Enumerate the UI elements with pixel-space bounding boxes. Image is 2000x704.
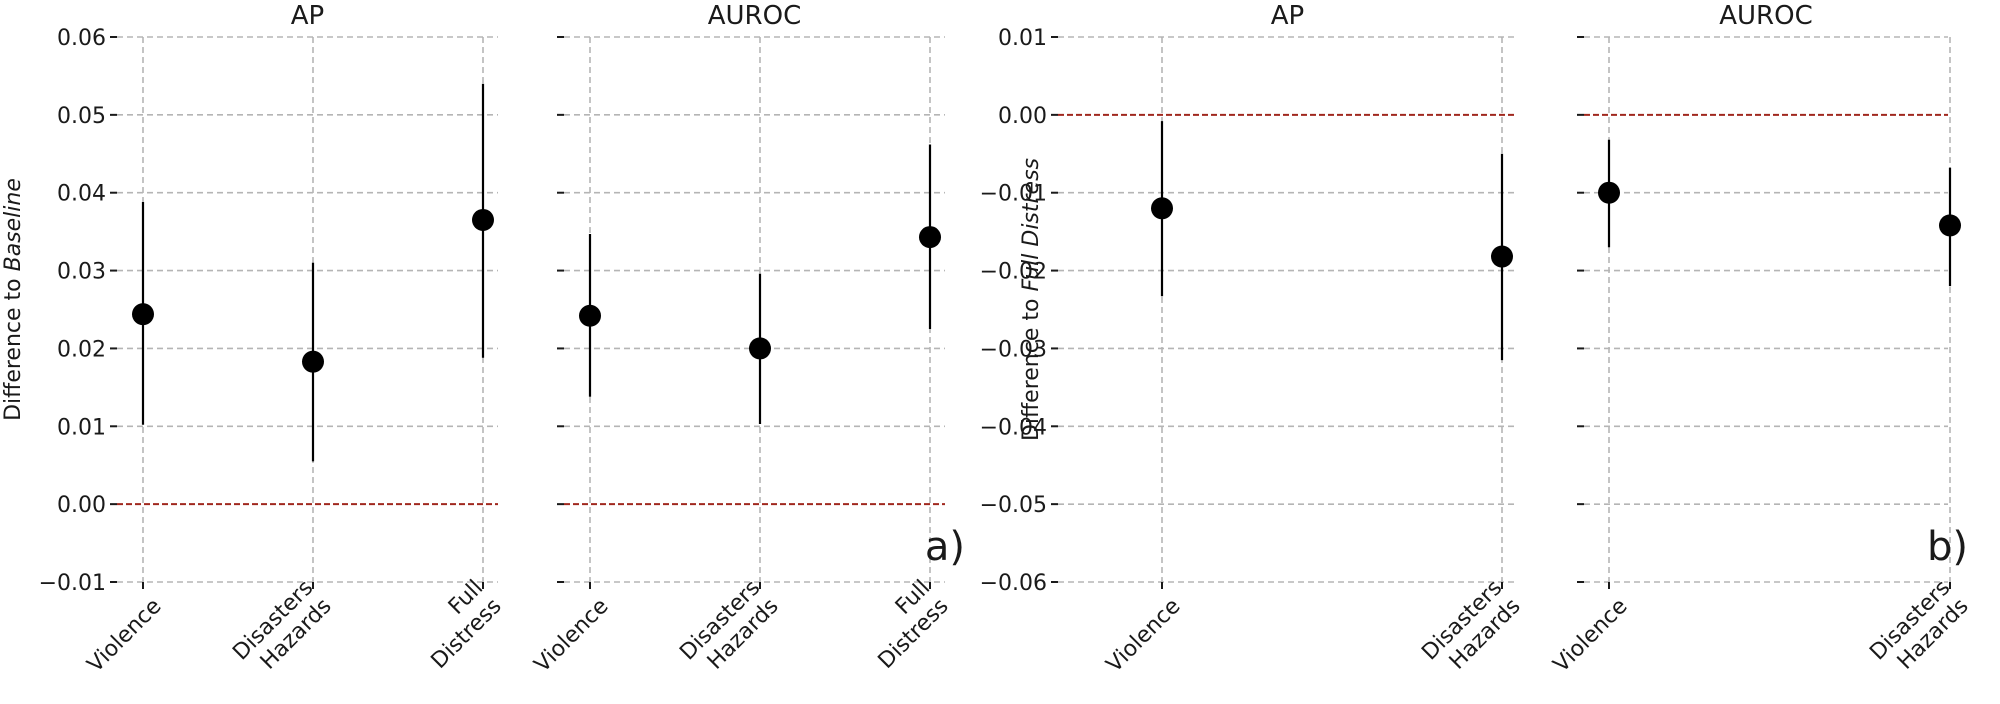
panel-corner-label: a) xyxy=(925,524,965,570)
y-tick-label: 0.01 xyxy=(57,415,106,440)
category-label: DisastersHazards xyxy=(1865,575,1973,683)
category-label: FullDistress xyxy=(408,575,506,673)
y-axis-label: Difference to Full Distress xyxy=(1019,158,1044,441)
y-tick-label: 0.00 xyxy=(57,493,106,518)
panel-title: AP xyxy=(1271,1,1304,31)
category-label: DisastersHazards xyxy=(1417,575,1525,683)
panel-title: AUROC xyxy=(708,1,802,31)
category-label: Violence xyxy=(83,594,167,678)
data-point xyxy=(579,304,601,327)
y-axis-label: Difference to Baseline xyxy=(1,178,26,421)
category-label: Violence xyxy=(1102,594,1186,678)
y-tick-label: 0.05 xyxy=(57,104,106,129)
y-tick-label: −0.02 xyxy=(980,260,1047,285)
category-label: Violence xyxy=(1549,594,1633,678)
data-point xyxy=(1598,181,1620,204)
category-label: DisastersHazards xyxy=(228,575,336,683)
y-tick-label: −0.06 xyxy=(980,571,1047,596)
category-label: Violence xyxy=(530,594,614,678)
panel-corner-label: b) xyxy=(1927,524,1968,570)
y-tick-label: 0.02 xyxy=(57,337,106,362)
y-tick-label: 0.06 xyxy=(57,26,106,51)
y-tick-label: −0.01 xyxy=(39,571,106,596)
data-point xyxy=(919,226,941,249)
y-tick-label: 0.01 xyxy=(998,26,1047,51)
y-tick-label: 0.03 xyxy=(57,260,106,285)
y-tick-label: 0.00 xyxy=(998,104,1047,129)
data-point xyxy=(302,350,324,373)
category-label: FullDistress xyxy=(855,575,953,673)
y-tick-label: −0.04 xyxy=(980,415,1047,440)
y-tick-label: −0.05 xyxy=(980,493,1047,518)
data-point xyxy=(749,337,771,360)
data-point xyxy=(1151,197,1173,220)
data-point xyxy=(472,208,494,231)
data-point xyxy=(1491,245,1513,268)
data-point xyxy=(1939,214,1961,237)
panel-title: AUROC xyxy=(1719,1,1813,31)
y-tick-label: −0.01 xyxy=(980,182,1047,207)
y-tick-label: 0.04 xyxy=(57,182,106,207)
panel-title: AP xyxy=(291,1,324,31)
y-tick-label: −0.03 xyxy=(980,337,1047,362)
data-point xyxy=(132,303,154,326)
category-label: DisastersHazards xyxy=(675,575,783,683)
